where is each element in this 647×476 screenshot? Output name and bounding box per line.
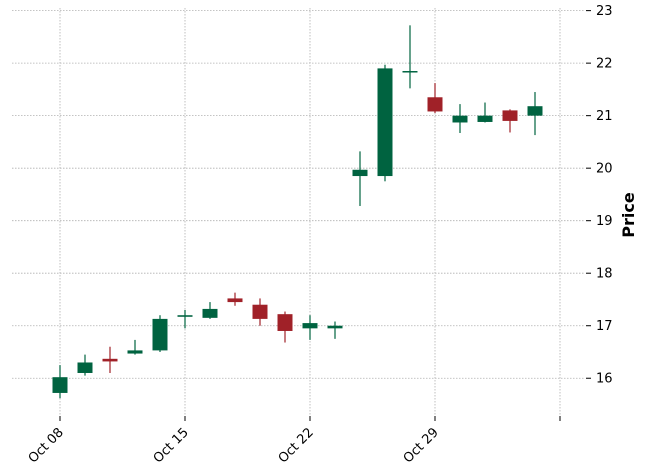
candle <box>177 309 193 329</box>
y-tick-label: 23 <box>596 4 613 19</box>
candles <box>52 25 543 399</box>
candle-body <box>77 362 93 373</box>
candle-body <box>102 358 118 362</box>
candle-body <box>152 318 168 351</box>
y-axis: 16 17 18 19 20 21 22 23 <box>586 4 613 387</box>
x-tick-label: Oct 22 <box>276 425 317 466</box>
x-axis: Oct 08 Oct 15 Oct 22 Oct 29 <box>26 416 561 466</box>
candle <box>52 365 68 399</box>
candle-body <box>502 110 518 121</box>
candle-body <box>527 106 543 116</box>
candle <box>227 292 243 306</box>
candle <box>527 92 543 136</box>
y-tick-label: 21 <box>596 109 613 124</box>
x-tick-label: Oct 08 <box>26 425 67 466</box>
y-tick-label: 16 <box>596 372 613 387</box>
candle-body <box>377 68 393 177</box>
candle-body <box>127 350 143 354</box>
y-tick-label: 22 <box>596 57 613 72</box>
candle <box>327 321 343 339</box>
y-tick-label: 20 <box>596 162 613 177</box>
x-tick-label: Oct 15 <box>151 425 192 466</box>
candle <box>102 346 118 373</box>
candle <box>377 64 393 182</box>
candle-body <box>477 115 493 122</box>
y-axis-title: Price <box>619 192 638 238</box>
candle <box>77 354 93 376</box>
x-tick-label: Oct 29 <box>401 425 442 466</box>
candle <box>352 151 368 206</box>
candle-body <box>202 308 218 318</box>
grid <box>12 8 584 415</box>
candle <box>152 315 168 352</box>
candle <box>277 311 293 343</box>
y-tick-label: 18 <box>596 267 613 282</box>
candle <box>202 302 218 319</box>
candle-body <box>352 169 368 177</box>
candle <box>452 104 468 133</box>
candle <box>252 298 268 326</box>
candle <box>402 25 418 89</box>
candle-body <box>327 325 343 329</box>
candle-body <box>252 304 268 319</box>
y-tick-label: 17 <box>596 319 613 334</box>
candle <box>302 315 318 340</box>
y-tick-label: 19 <box>596 214 613 229</box>
candle-body <box>302 323 318 329</box>
candle-body <box>452 115 468 123</box>
candle-body <box>427 97 443 112</box>
candle-body <box>52 377 68 393</box>
candle <box>477 102 493 123</box>
candle-body <box>402 71 418 73</box>
candle-body <box>277 314 293 331</box>
candle-body <box>177 315 193 317</box>
candle-body <box>227 298 243 303</box>
candle <box>127 339 143 355</box>
candle <box>502 109 518 133</box>
candle <box>427 83 443 114</box>
